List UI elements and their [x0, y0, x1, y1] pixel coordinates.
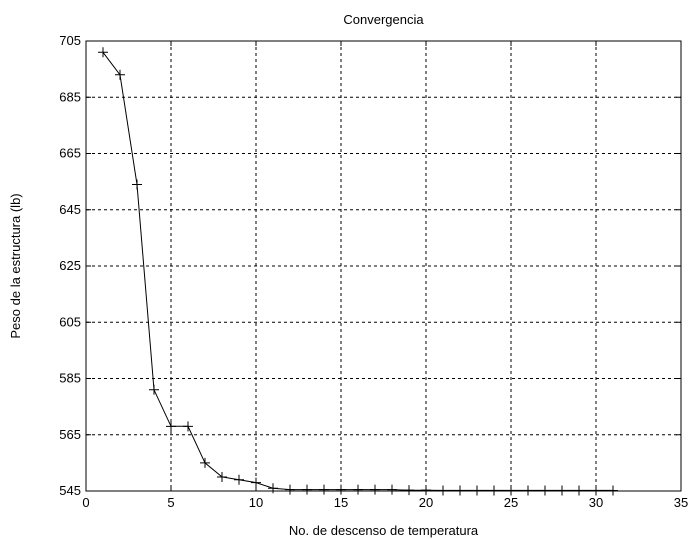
data-point-marker: [557, 485, 567, 496]
y-tick-label: 685: [59, 89, 81, 104]
data-point-marker: [166, 421, 176, 432]
data-point-marker: [387, 484, 397, 495]
grid-lines: [86, 41, 681, 491]
x-tick-label: 25: [504, 495, 518, 510]
data-point-marker: [404, 485, 414, 496]
data-point-marker: [455, 485, 465, 496]
y-tick-label: 645: [59, 202, 81, 217]
data-point-marker: [523, 485, 533, 496]
x-tick-label: 20: [419, 495, 433, 510]
data-point-marker: [608, 485, 618, 496]
x-tick-label: 5: [167, 495, 174, 510]
data-point-marker: [319, 484, 329, 495]
data-point-marker: [438, 485, 448, 496]
data-point-marker: [302, 484, 312, 495]
x-tick-label: 15: [334, 495, 348, 510]
y-tick-label: 545: [59, 483, 81, 498]
data-point-marker: [370, 484, 380, 495]
y-tick-label: 665: [59, 146, 81, 161]
data-point-marker: [285, 484, 295, 495]
data-point-marker: [336, 484, 346, 495]
series-line: [98, 47, 618, 496]
x-tick-label: 30: [589, 495, 603, 510]
y-tick-label: 605: [59, 314, 81, 329]
data-point-marker: [183, 421, 193, 432]
x-tick-label: 35: [674, 495, 688, 510]
y-tick-label: 585: [59, 371, 81, 386]
data-point-marker: [472, 485, 482, 496]
y-tick-label: 565: [59, 427, 81, 442]
data-point-marker: [421, 485, 431, 496]
data-point-marker: [234, 474, 244, 485]
data-point-marker: [268, 483, 278, 494]
y-tick-label: 625: [59, 258, 81, 273]
data-point-marker: [98, 47, 108, 58]
chart-title: Convergencia: [343, 12, 424, 27]
axis-ticks: 0 5 10 15 20 25 30 35 545 565 585 605 625 645 665 685 70…: [59, 33, 688, 510]
data-point-marker: [217, 471, 227, 482]
data-point-marker: [200, 457, 210, 468]
y-tick-label: 705: [59, 33, 81, 48]
x-tick-label: 0: [82, 495, 89, 510]
data-point-marker: [591, 485, 601, 496]
data-point-marker: [574, 485, 584, 496]
data-point-marker: [506, 485, 516, 496]
x-tick-label: 10: [249, 495, 263, 510]
data-point-marker: [353, 484, 363, 495]
data-point-marker: [251, 477, 261, 488]
y-axis-label: Peso de la estructura (lb): [8, 193, 23, 338]
x-axis-label: No. de descenso de temperatura: [289, 523, 479, 538]
data-point-marker: [115, 69, 125, 80]
data-point-marker: [489, 485, 499, 496]
data-point-marker: [132, 179, 142, 190]
data-point-marker: [540, 485, 550, 496]
data-point-marker: [149, 384, 159, 395]
